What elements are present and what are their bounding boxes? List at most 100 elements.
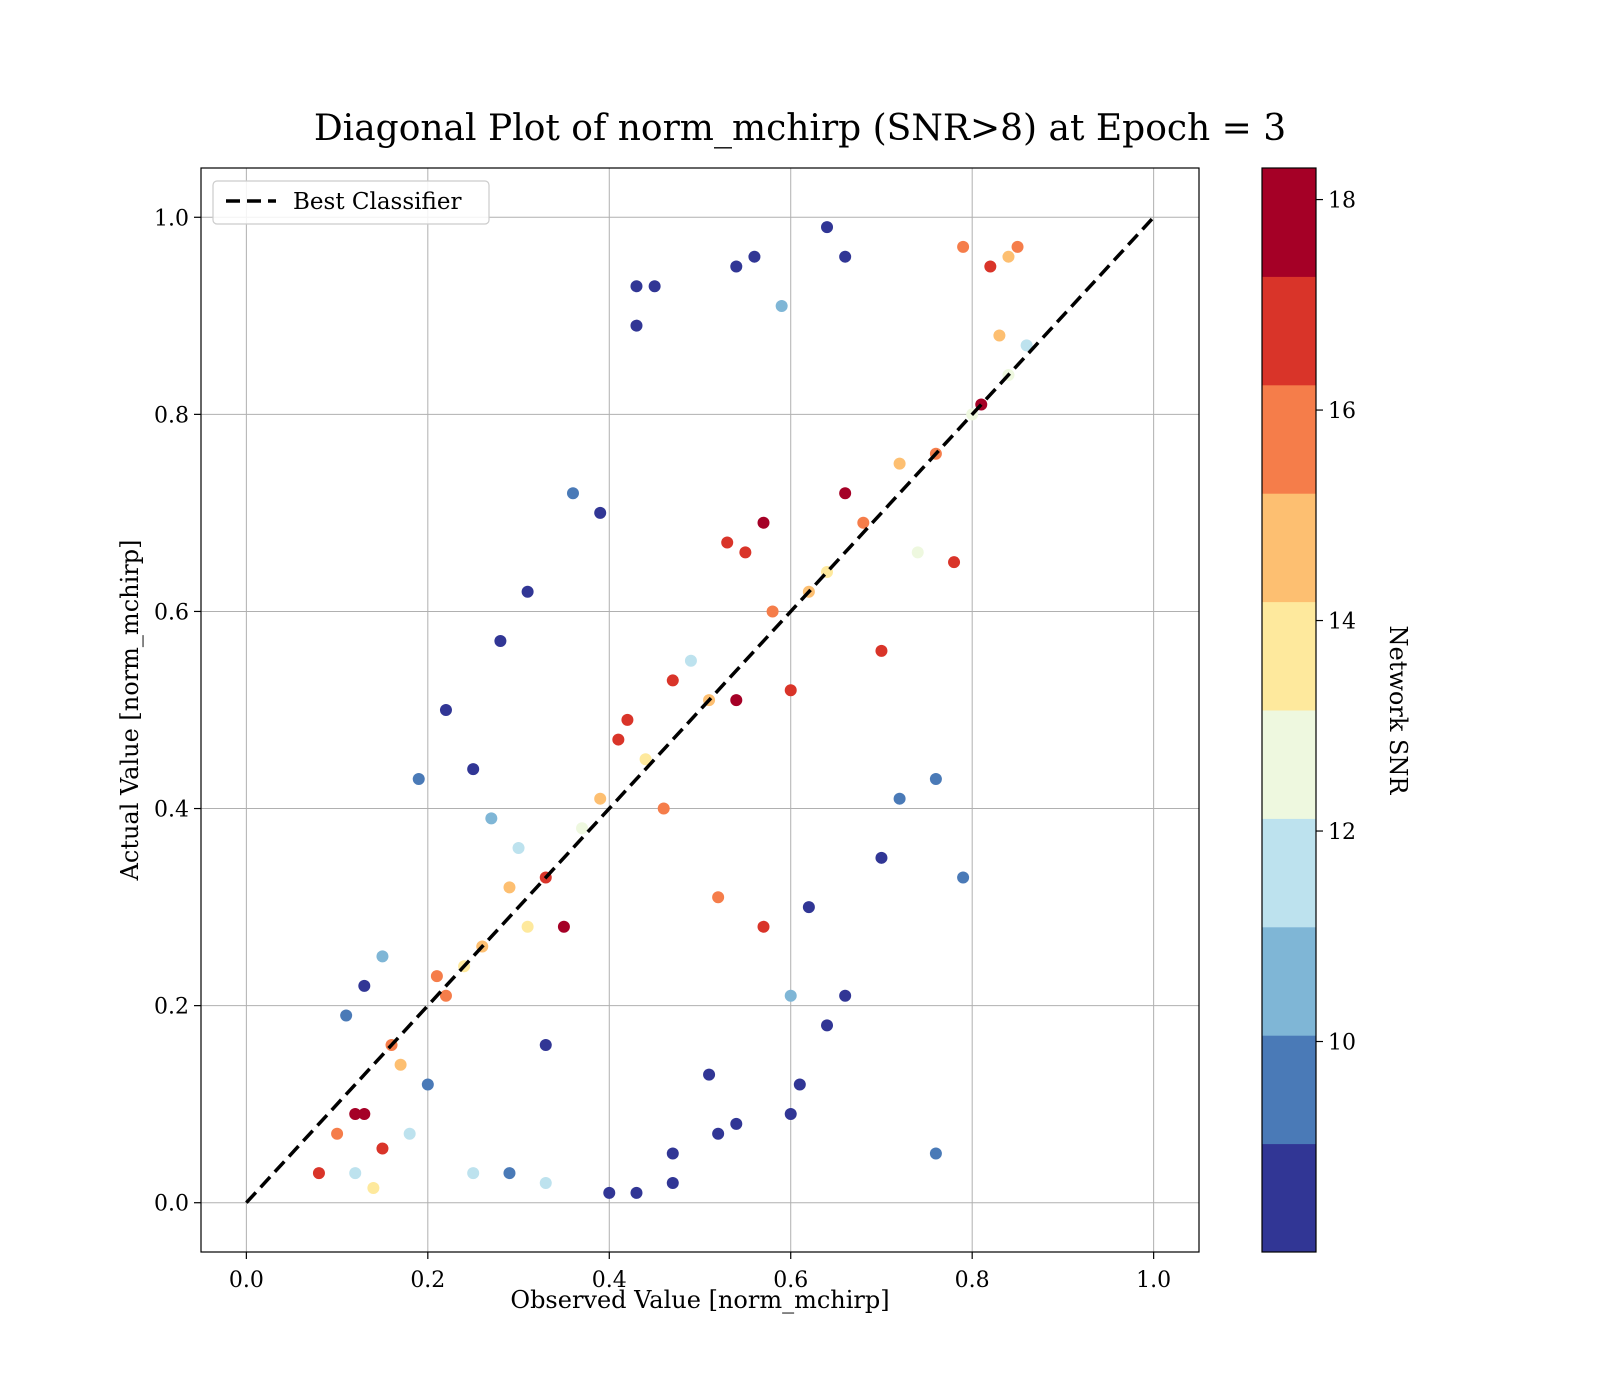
scatter-point-56 (594, 792, 607, 805)
scatter-point-77 (376, 1142, 389, 1155)
scatter-point-72 (1011, 240, 1024, 253)
scatter-point-37 (775, 299, 788, 312)
scatter-point-45 (684, 654, 697, 667)
scatter-point-48 (576, 822, 589, 835)
x-tick-label-3: 0.6 (773, 1268, 808, 1293)
scatter-point-2 (603, 1186, 616, 1199)
chart-title: Diagonal Plot of norm_mchirp (SNR>8) at … (314, 108, 1286, 149)
colorbar-tick-label-0: 10 (1328, 1031, 1356, 1056)
y-tick-label-0: 0.0 (154, 1192, 189, 1217)
scatter-point-70 (857, 516, 870, 529)
best-classifier-line (245, 216, 1155, 1204)
y-axis-label: Actual Value [norm_mchirp] (116, 540, 144, 882)
scatter-point-33 (893, 792, 906, 805)
colorbar-frame (1261, 167, 1317, 1253)
scatter-point-14 (784, 1108, 797, 1121)
scatter-point-34 (566, 487, 579, 500)
x-tick-label-1: 0.2 (410, 1268, 445, 1293)
scatter-point-35 (957, 871, 970, 884)
scatter-points (312, 221, 1033, 1199)
y-tick-label-3: 0.6 (154, 600, 189, 625)
scatter-point-13 (821, 1019, 834, 1032)
scatter-point-85 (948, 556, 961, 569)
scatter-point-68 (331, 1127, 344, 1140)
scatter-point-36 (784, 989, 797, 1002)
scatter-point-10 (666, 1177, 679, 1190)
scatter-point-79 (666, 674, 679, 687)
scatter-point-63 (394, 1058, 407, 1071)
scatter-point-8 (802, 901, 815, 914)
scatter-point-94 (757, 516, 770, 529)
colorbar-bin-6 (1262, 493, 1316, 603)
scatter-point-89 (349, 1108, 362, 1121)
scatter-point-60 (1002, 250, 1015, 263)
scatter-point-66 (766, 605, 779, 618)
scatter-point-90 (557, 920, 570, 933)
scatter-point-92 (839, 487, 852, 500)
colorbar-bin-2 (1262, 926, 1316, 1036)
y-tick-label-5: 1.0 (154, 206, 189, 231)
scatter-point-3 (358, 979, 371, 992)
scatter-point-69 (439, 989, 452, 1002)
scatter-point-39 (485, 812, 498, 825)
scatter-point-4 (521, 585, 534, 598)
plot-frame (200, 167, 1200, 1253)
scatter-point-46 (512, 841, 525, 854)
scatter-point-38 (376, 950, 389, 963)
scatter-point-23 (630, 319, 643, 332)
legend: Best Classifier (212, 180, 490, 225)
scatter-point-57 (893, 457, 906, 470)
colorbar-bin-1 (1262, 1035, 1316, 1145)
colorbar (1261, 167, 1317, 1253)
scatter-point-51 (521, 920, 534, 933)
scatter-point-16 (630, 1186, 643, 1199)
scatter-point-54 (367, 1181, 380, 1194)
scatter-point-64 (993, 329, 1006, 342)
colorbar-bin-8 (1262, 276, 1316, 386)
y-tick-label-1: 0.2 (154, 995, 189, 1020)
scatter-point-24 (712, 1127, 725, 1140)
scatter-point-81 (312, 1167, 325, 1180)
scatter-point-73 (712, 891, 725, 904)
scatter-point-18 (821, 221, 834, 234)
scatter-point-32 (421, 1078, 434, 1091)
colorbar-label: Network SNR (1384, 626, 1412, 796)
scatter-point-6 (748, 250, 761, 263)
colorbar-tick-label-4: 18 (1328, 189, 1356, 214)
scatter-point-82 (621, 713, 634, 726)
colorbar-bin-9 (1262, 168, 1316, 277)
scatter-point-21 (467, 763, 480, 776)
colorbar-tick-label-3: 16 (1328, 399, 1356, 424)
x-tick-label-5: 1.0 (1136, 1268, 1171, 1293)
scatter-point-12 (648, 280, 661, 293)
scatter-point-11 (439, 704, 452, 716)
scatter-point-15 (730, 1117, 743, 1130)
colorbar-bin-3 (1262, 818, 1316, 928)
colorbar-bin-7 (1262, 384, 1316, 494)
colorbar-bin-4 (1262, 710, 1316, 819)
scatter-point-55 (639, 753, 652, 766)
x-tick-label-2: 0.4 (592, 1268, 627, 1293)
scatter-point-78 (739, 546, 752, 559)
colorbar-tick-label-2: 14 (1328, 610, 1356, 635)
scatter-point-47 (911, 546, 924, 559)
scatter-point-17 (730, 260, 743, 273)
scatter-point-84 (875, 644, 888, 657)
colorbar-ticks: 10 12 14 16 18 (1316, 189, 1356, 1056)
scatter-point-1 (666, 1147, 679, 1160)
x-tick-label-4: 0.8 (955, 1268, 990, 1293)
colorbar-bin-5 (1262, 601, 1316, 711)
x-tick-label-0: 0.0 (229, 1268, 264, 1293)
scatter-point-86 (612, 733, 625, 746)
y-axis-ticks: 0.0 0.2 0.4 0.6 0.8 1.0 (154, 206, 201, 1217)
scatter-point-22 (494, 635, 507, 648)
scatter-point-93 (730, 694, 743, 707)
scatter-point-9 (793, 1078, 806, 1091)
scatter-point-44 (1020, 339, 1033, 352)
colorbar-tick-label-1: 12 (1328, 820, 1356, 845)
scatter-point-83 (784, 684, 797, 697)
scatter-point-74 (430, 970, 443, 983)
x-axis-ticks: 0.0 0.2 0.4 0.6 0.8 1.0 (229, 1252, 1171, 1293)
scatter-point-19 (839, 989, 852, 1002)
